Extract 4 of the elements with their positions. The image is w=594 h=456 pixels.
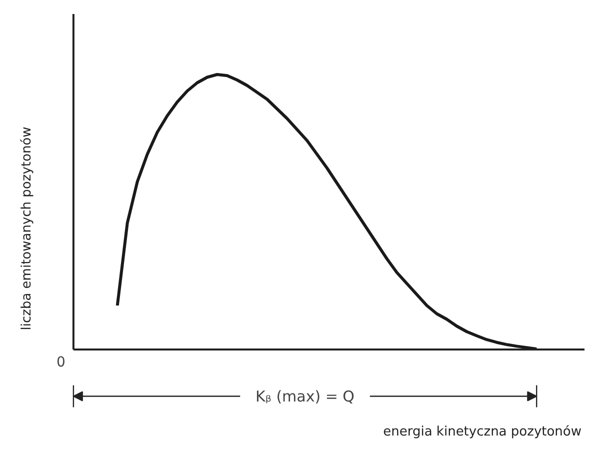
- text: energia kinetyczna pozytonów: [383, 424, 582, 440]
- text: 0: [56, 354, 66, 370]
- y-axis-title: liczba emitowanych pozytonów: [20, 126, 34, 330]
- text: Kᵦ (max) = Q: [256, 387, 354, 406]
